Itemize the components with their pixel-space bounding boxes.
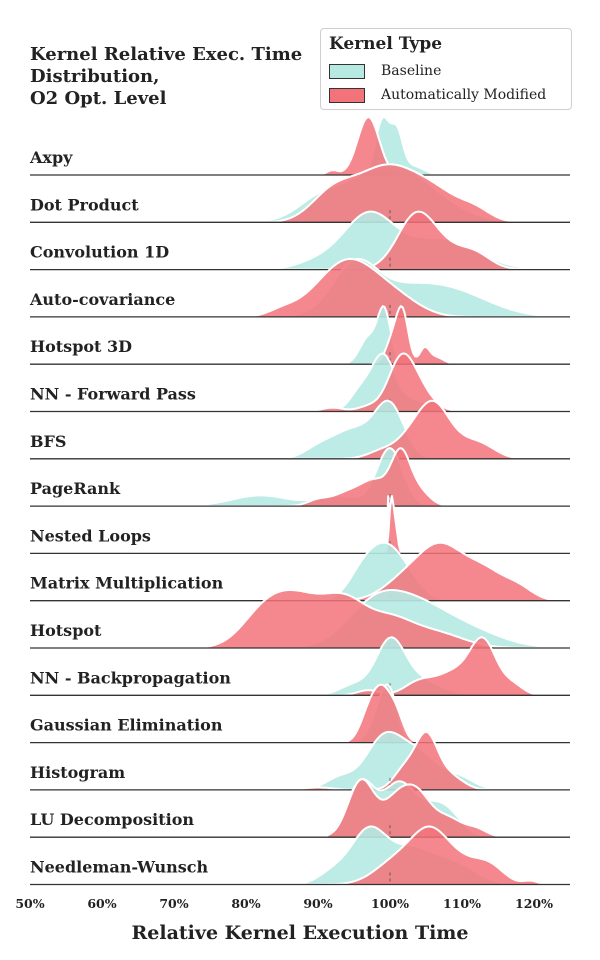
- modified-density-hotspot: [30, 590, 570, 648]
- ridge-histogram: Histogram: [30, 730, 570, 791]
- ridge-bfs: BFS: [30, 399, 570, 460]
- baseline-outline-axpy: [30, 115, 570, 176]
- ridge-nn-backpropagation: NN - Backpropagation: [30, 636, 570, 697]
- modified-density-nn-backpropagation: [30, 637, 570, 696]
- ridge-label-nn-backpropagation: NN - Backpropagation: [30, 668, 231, 687]
- ridge-label-convolution-1d: Convolution 1D: [30, 243, 169, 262]
- x-tick-label: 100%: [371, 896, 409, 911]
- x-tick-label: 120%: [515, 896, 553, 911]
- ridge-label-nested-loops: Nested Loops: [30, 526, 151, 545]
- ridge-label-hotspot-3d: Hotspot 3D: [30, 337, 132, 356]
- modified-density-dot-product: [30, 164, 570, 223]
- ridge-label-hotspot: Hotspot: [30, 621, 102, 640]
- ridge-label-needleman-wunsch: Needleman-Wunsch: [30, 858, 208, 877]
- ridge-nested-loops: Nested Loops: [30, 495, 570, 555]
- chart-title-line-1: Kernel Relative Exec. Time: [30, 44, 303, 65]
- ridge-label-histogram: Histogram: [30, 763, 125, 782]
- chart-title: Kernel Relative Exec. Time Distribution,…: [30, 44, 302, 110]
- ridge-hotspot-3d: Hotspot 3D: [30, 304, 570, 366]
- ridge-label-gaussian-elimination: Gaussian Elimination: [30, 716, 223, 735]
- ridge-label-lu-decomposition: LU Decomposition: [30, 810, 194, 829]
- modified-density-axpy: [30, 117, 570, 175]
- x-tick-label: 110%: [443, 896, 481, 911]
- x-axis: 50% 60% 70% 80% 90% 100% 110% 120%: [15, 896, 553, 911]
- chart-title-line-2: Distribution,: [30, 66, 160, 87]
- ridge-axpy: Axpy: [29, 115, 570, 176]
- ridge-label-nn-forward-pass: NN - Forward Pass: [30, 385, 196, 404]
- x-tick-label: 70%: [159, 896, 188, 911]
- ridge-label-auto-covariance: Auto-covariance: [29, 290, 175, 309]
- modified-density-lu-decomposition: [30, 779, 570, 838]
- legend-swatch-modified: [329, 87, 365, 103]
- ridge-nn-forward-pass: NN - Forward Pass: [30, 352, 570, 413]
- legend-label-modified: Automatically Modified: [381, 87, 547, 103]
- modified-density-bfs: [30, 400, 570, 459]
- chart-title-line-3: O2 Opt. Level: [30, 88, 167, 109]
- modified-density-matrix-multiplication: [30, 542, 570, 601]
- x-tick-label: 80%: [231, 896, 260, 911]
- legend: Kernel Type Baseline Automatically Modif…: [320, 28, 572, 110]
- ridge-rows: Axpy Dot Product Convolution 1D Auto-covari…: [29, 115, 571, 886]
- x-tick-label: 50%: [15, 896, 44, 911]
- x-tick-label: 90%: [303, 896, 332, 911]
- ridge-label-axpy: Axpy: [29, 148, 73, 167]
- ridge-lu-decomposition: LU Decomposition: [30, 778, 570, 839]
- ridge-label-dot-product: Dot Product: [30, 195, 139, 214]
- modified-density-convolution-1d: [30, 211, 570, 270]
- ridge-convolution-1d: Convolution 1D: [30, 210, 571, 271]
- x-tick-label: 60%: [87, 896, 116, 911]
- ridge-dot-product: Dot Product: [30, 163, 570, 224]
- legend-label-baseline: Baseline: [381, 63, 442, 79]
- ridge-label-pagerank: PageRank: [30, 479, 121, 498]
- ridge-gaussian-elimination: Gaussian Elimination: [30, 683, 570, 744]
- legend-entry-modified: Automatically Modified: [329, 87, 546, 103]
- ridge-auto-covariance: Auto-covariance: [29, 257, 570, 318]
- modified-outline-axpy: [30, 115, 570, 176]
- modified-density-needleman-wunsch: [30, 826, 570, 885]
- modified-density-histogram: [30, 731, 570, 790]
- x-axis-label: Relative Kernel Execution Time: [132, 922, 469, 944]
- legend-entry-baseline: Baseline: [329, 63, 441, 79]
- ridge-label-bfs: BFS: [30, 432, 66, 451]
- baseline-density-axpy: [30, 117, 570, 175]
- modified-density-auto-covariance: [30, 258, 570, 317]
- legend-swatch-baseline: [329, 63, 365, 79]
- ridge-needleman-wunsch: Needleman-Wunsch: [30, 825, 570, 886]
- baseline-density-auto-covariance: [30, 258, 570, 317]
- legend-title: Kernel Type: [329, 34, 443, 54]
- ridge-pagerank: PageRank: [30, 447, 570, 508]
- ridge-label-matrix-multiplication: Matrix Multiplication: [30, 574, 224, 593]
